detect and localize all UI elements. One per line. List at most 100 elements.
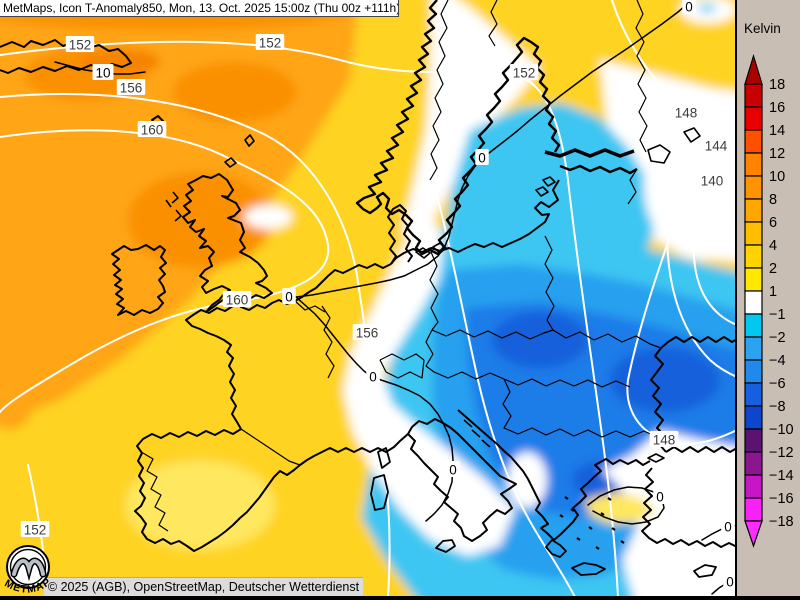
coastline-cyprus <box>693 564 717 578</box>
colorbar: 18 16 14 12 10 8 6 4 2 1 −1 −2 −4 −6 −8 −10 −12 −14 −16 −18 <box>744 53 794 548</box>
height-contour-label: 144 <box>705 139 728 154</box>
lake-ladoga-onega <box>647 127 701 164</box>
height-contour-label: 160 <box>141 123 164 138</box>
coastline-marmara <box>647 453 665 463</box>
border-benelux <box>294 300 326 313</box>
coastline-baltic-south <box>390 179 560 265</box>
colorbar-segment <box>744 405 763 430</box>
height-contour-label-box <box>509 64 539 80</box>
border-norway-sweden <box>429 0 449 181</box>
height-contour-label-box <box>222 291 252 307</box>
colorbar-segment <box>744 244 763 269</box>
blue-deep-spot-ukraine <box>610 348 720 412</box>
colorbar-tick-label: −2 <box>769 330 786 346</box>
colorbar-tick-label: −16 <box>769 491 794 507</box>
deep-orange-north <box>173 62 297 122</box>
coastline-ireland <box>111 244 167 316</box>
coastline-italy <box>407 418 517 542</box>
border-romania-north <box>503 378 631 388</box>
isotherm-label-box <box>366 368 380 384</box>
colorbar-segment <box>744 198 763 223</box>
weather-map-canvas: 1521561601521521481441401601561481521000… <box>0 0 737 597</box>
white-zone-scandes <box>402 0 540 242</box>
colorbar-tick-label: −12 <box>769 445 794 461</box>
coastline-peloponnese <box>545 539 567 558</box>
coastline-sicily <box>435 539 456 553</box>
isotherm-label: 0 <box>685 0 693 15</box>
aegean-islands <box>559 496 625 550</box>
coastline-iceland <box>0 39 132 74</box>
map-title: MetMaps, Icon T-Anomaly850, Mon, 13. Oct… <box>0 0 399 17</box>
colorbar-segment <box>744 451 763 476</box>
contour-140 <box>692 181 737 326</box>
colorbar-tick-label: 8 <box>769 192 777 208</box>
border-poland-east <box>544 235 555 331</box>
height-contour-label: 152 <box>69 38 92 53</box>
colorbar-segment <box>744 474 763 499</box>
colorbar-tick-label: −4 <box>769 353 786 369</box>
coastline-gulf-of-finland-north <box>544 148 635 158</box>
colorbar-segment <box>744 83 763 108</box>
isotherm-label: 0 <box>285 290 293 305</box>
coastline-orkney-shetland <box>224 134 255 168</box>
isotherm-label: 0 <box>478 151 486 166</box>
height-contour-label: 152 <box>259 36 282 51</box>
colorbar-tick-label: 4 <box>769 238 777 254</box>
colorbar-tick-label: 6 <box>769 215 777 231</box>
hot-orange-iceland <box>80 48 160 76</box>
border-finland-russia <box>635 0 648 153</box>
height-contour-label-box <box>697 172 727 188</box>
isotherm-label-box <box>475 149 489 165</box>
colorbar-segment <box>744 129 763 154</box>
border-switzerland <box>379 353 425 379</box>
colorbar-tick-label: −1 <box>769 307 786 323</box>
coastline-crete <box>571 562 606 576</box>
isotherm-label: 0 <box>656 490 664 505</box>
border-estonia-russia <box>627 168 638 205</box>
colorbar-tick-label: −10 <box>769 422 794 438</box>
height-contour-label: 160 <box>226 293 249 308</box>
coastline-gulf-of-finland-south <box>559 164 638 175</box>
border-ukraine-romania <box>552 329 662 349</box>
coastline-estonia-islands <box>535 176 556 197</box>
coastline-corsica-sardinia <box>370 447 391 511</box>
height-contour-label-box <box>255 34 285 50</box>
isotherm-label: 0 <box>369 370 377 385</box>
colorbar-tick-label: 14 <box>769 123 785 139</box>
coastline-layer <box>0 0 737 578</box>
colorbar-segment <box>744 106 763 131</box>
copyright-notice: © 2025 (AGB), OpenStreetMap, Deutscher W… <box>44 577 363 597</box>
isotherm-label-box <box>446 461 460 477</box>
coastline-great-britain <box>182 173 273 313</box>
colorbar-arrow-bottom <box>744 520 763 548</box>
colorbar-panel: Kelvin 18 16 14 12 10 8 6 4 2 1 −1 −2 −4 −6 −8 −10 −12 −1… <box>737 0 800 600</box>
white-zone-anatolia <box>602 430 737 597</box>
border-spain-france <box>240 428 301 466</box>
orange-left-edge <box>0 170 55 430</box>
isotherm-label: 0 <box>726 575 734 590</box>
white-zone-germany-alps <box>343 205 515 556</box>
coastline-iberia <box>134 428 409 552</box>
colorbar-segment <box>744 152 763 177</box>
coastline-denmark <box>387 204 413 265</box>
contour-label-layer: 1521561601521521481441401601561481521000… <box>20 0 737 590</box>
height-contour-label: 148 <box>675 106 698 121</box>
isotherm-label-box <box>653 488 667 504</box>
isotherm-label-box <box>721 518 735 534</box>
colorbar-tick-label: −14 <box>769 468 794 484</box>
white-spot-north-sea <box>244 205 292 229</box>
colorbar-tick-label: 1 <box>769 284 777 300</box>
isotherm-label: 0 <box>449 463 457 478</box>
colorbar-tick-label: −6 <box>769 376 786 392</box>
height-contour-label-box <box>116 79 146 95</box>
height-contour-label-box <box>20 521 50 537</box>
isotherm-label-box <box>723 573 737 589</box>
logo-wave <box>12 559 45 576</box>
isotherm-label-box <box>282 288 296 304</box>
colorbar-tick-label: 16 <box>769 100 785 116</box>
map-panel-divider <box>735 0 737 600</box>
border-sweden-finland <box>488 0 498 47</box>
height-contour-label-box <box>352 324 382 340</box>
isotherm-label-box <box>682 0 696 14</box>
